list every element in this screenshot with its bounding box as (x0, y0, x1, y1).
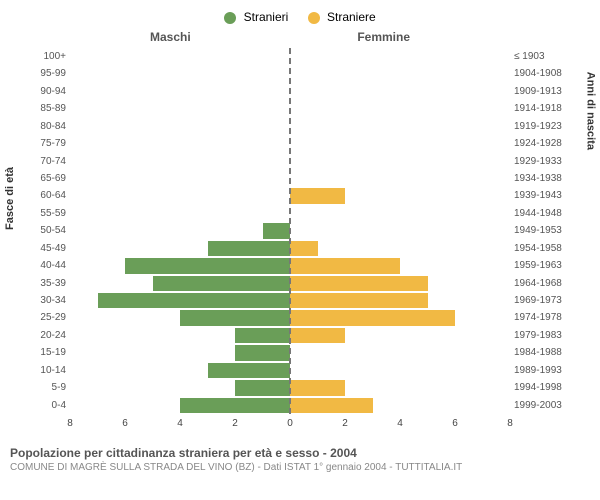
birth-label: ≤ 1903 (514, 48, 545, 65)
age-label: 20-24 (40, 327, 66, 344)
x-tick: 4 (397, 418, 403, 429)
header-female: Femmine (357, 30, 410, 44)
bar-female (290, 328, 345, 343)
bar-female (290, 293, 428, 308)
age-label: 95-99 (40, 65, 66, 82)
center-line (289, 48, 291, 414)
age-label: 100+ (43, 48, 66, 65)
x-tick: 8 (67, 418, 73, 429)
age-label: 10-14 (40, 362, 66, 379)
yaxis-left-title: Fasce di età (4, 167, 16, 230)
x-tick: 2 (342, 418, 348, 429)
birth-label: 1979-1983 (514, 327, 562, 344)
age-label: 45-49 (40, 240, 66, 257)
bar-male (153, 276, 291, 291)
birth-label: 1939-1943 (514, 187, 562, 204)
swatch-female-icon (308, 12, 320, 24)
bar-female (290, 188, 345, 203)
birth-label: 1929-1933 (514, 153, 562, 170)
age-label: 75-79 (40, 135, 66, 152)
age-label: 70-74 (40, 153, 66, 170)
age-label: 80-84 (40, 118, 66, 135)
birth-label: 1989-1993 (514, 362, 562, 379)
age-label: 60-64 (40, 187, 66, 204)
legend: Stranieri Straniere (10, 10, 590, 24)
birth-label: 1974-1978 (514, 309, 562, 326)
bar-female (290, 258, 400, 273)
header-male: Maschi (150, 30, 191, 44)
bar-male (208, 241, 291, 256)
legend-female-label: Straniere (327, 10, 376, 24)
x-axis: 8 6 4 2 0 2 4 6 8 (70, 418, 510, 434)
bar-male (125, 258, 290, 273)
birth-label: 1914-1918 (514, 100, 562, 117)
x-tick: 4 (177, 418, 183, 429)
bar-female (290, 380, 345, 395)
age-label: 65-69 (40, 170, 66, 187)
age-label: 50-54 (40, 222, 66, 239)
age-label: 90-94 (40, 83, 66, 100)
bar-male (180, 310, 290, 325)
birth-label: 1924-1928 (514, 135, 562, 152)
bar-male (208, 363, 291, 378)
bar-male (235, 328, 290, 343)
age-label: 0-4 (52, 397, 66, 414)
bar-female (290, 310, 455, 325)
bar-female (290, 276, 428, 291)
age-label: 30-34 (40, 292, 66, 309)
x-tick: 8 (507, 418, 513, 429)
age-label: 55-59 (40, 205, 66, 222)
birth-label: 1959-1963 (514, 257, 562, 274)
chart-title: Popolazione per cittadinanza straniera p… (10, 446, 590, 460)
age-label: 35-39 (40, 275, 66, 292)
x-tick: 2 (232, 418, 238, 429)
birth-label: 1934-1938 (514, 170, 562, 187)
bar-male (235, 345, 290, 360)
bar-male (180, 398, 290, 413)
pyramid-chart: Maschi Femmine Fasce di età Anni di nasc… (10, 30, 590, 440)
x-tick: 6 (122, 418, 128, 429)
birth-label: 1994-1998 (514, 379, 562, 396)
age-label: 5-9 (52, 379, 66, 396)
x-tick: 0 (287, 418, 293, 429)
birth-label: 1954-1958 (514, 240, 562, 257)
birth-label: 1984-1988 (514, 344, 562, 361)
birth-label: 1904-1908 (514, 65, 562, 82)
birth-label: 1999-2003 (514, 397, 562, 414)
plot-area: 100+≤ 190395-991904-190890-941909-191385… (70, 48, 510, 414)
chart-subtitle: COMUNE DI MAGRÈ SULLA STRADA DEL VINO (B… (10, 462, 590, 473)
x-tick: 6 (452, 418, 458, 429)
bar-female (290, 241, 318, 256)
age-label: 15-19 (40, 344, 66, 361)
birth-label: 1949-1953 (514, 222, 562, 239)
birth-label: 1944-1948 (514, 205, 562, 222)
bar-male (263, 223, 291, 238)
bar-male (98, 293, 291, 308)
birth-label: 1919-1923 (514, 118, 562, 135)
birth-label: 1969-1973 (514, 292, 562, 309)
swatch-male-icon (224, 12, 236, 24)
age-label: 25-29 (40, 309, 66, 326)
bar-male (235, 380, 290, 395)
legend-male-label: Stranieri (244, 10, 289, 24)
legend-female: Straniere (308, 10, 376, 24)
legend-male: Stranieri (224, 10, 288, 24)
birth-label: 1964-1968 (514, 275, 562, 292)
birth-label: 1909-1913 (514, 83, 562, 100)
yaxis-right-title: Anni di nascita (584, 72, 596, 150)
age-label: 40-44 (40, 257, 66, 274)
age-label: 85-89 (40, 100, 66, 117)
bar-female (290, 398, 373, 413)
